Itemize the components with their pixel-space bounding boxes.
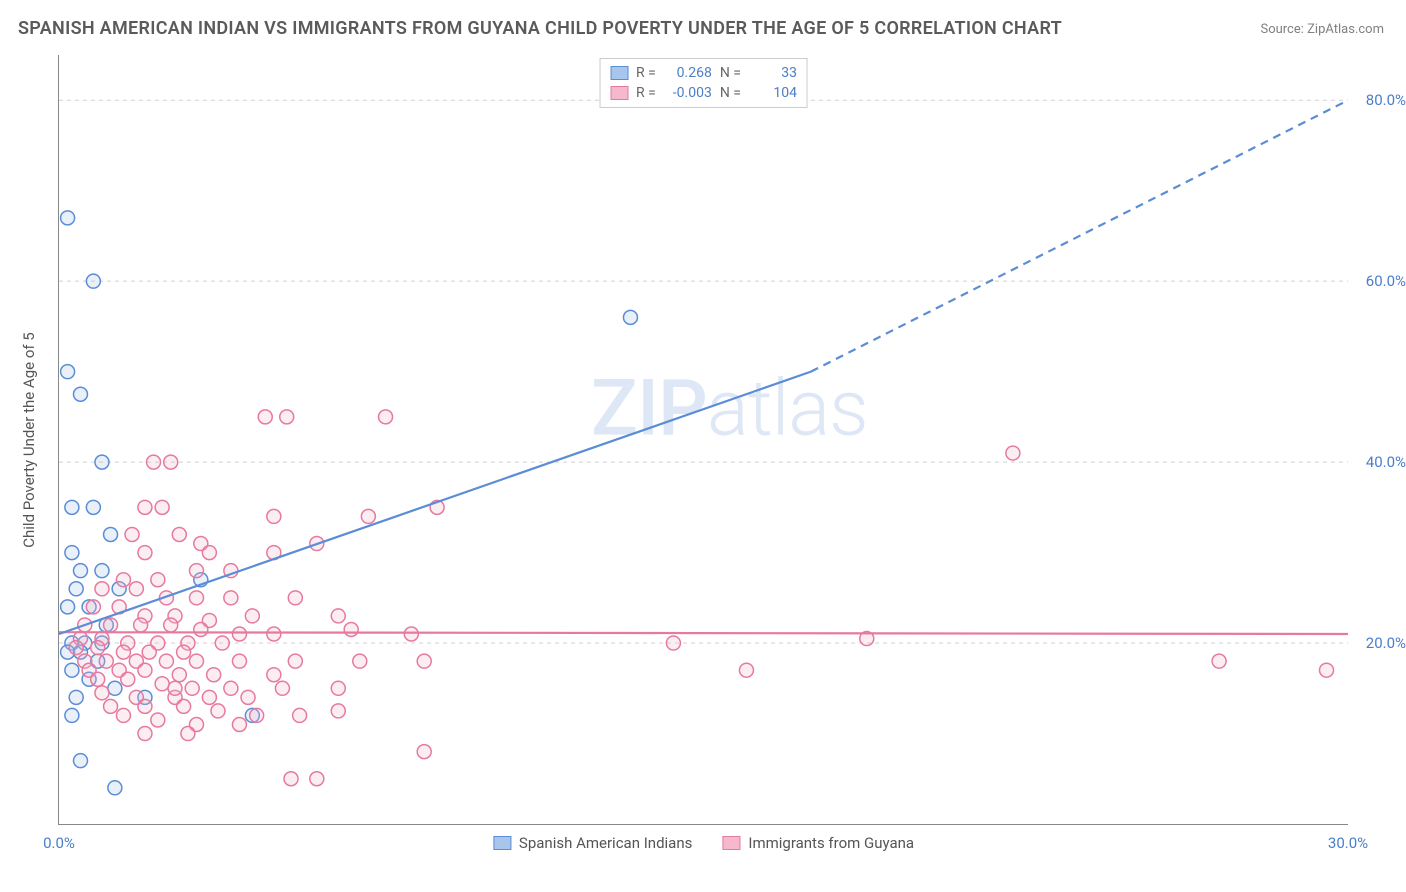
n-label: N = xyxy=(720,85,741,101)
r-label: R = xyxy=(636,85,656,101)
series-legend: Spanish American Indians Immigrants from… xyxy=(493,834,914,852)
y-tick-label: 40.0% xyxy=(1356,453,1406,471)
y-tick-label: 60.0% xyxy=(1356,272,1406,290)
stats-row-2: R = -0.003 N = 104 xyxy=(610,83,797,103)
stats-legend: R = 0.268 N = 33 R = -0.003 N = 104 xyxy=(599,58,808,108)
legend-swatch-pink xyxy=(722,836,740,850)
legend-item-1: Spanish American Indians xyxy=(493,834,692,852)
legend-label-2: Immigrants from Guyana xyxy=(748,834,914,852)
chart-title: SPANISH AMERICAN INDIAN VS IMMIGRANTS FR… xyxy=(18,18,1062,39)
r-value-1: 0.268 xyxy=(664,65,712,81)
legend-swatch-blue xyxy=(493,836,511,850)
r-label: R = xyxy=(636,65,656,81)
source-label: Source: ZipAtlas.com xyxy=(1260,22,1384,37)
y-tick-label: 80.0% xyxy=(1356,91,1406,109)
plot-area: ZIPatlas R = 0.268 N = 33 R = -0.003 N =… xyxy=(58,55,1348,825)
legend-label-1: Spanish American Indians xyxy=(519,834,692,852)
chart-svg xyxy=(59,55,1348,824)
n-label: N = xyxy=(720,65,741,81)
x-tick-label: 30.0% xyxy=(1328,834,1368,852)
swatch-blue xyxy=(610,66,628,80)
r-value-2: -0.003 xyxy=(664,85,712,101)
y-axis-title: Child Poverty Under the Age of 5 xyxy=(20,332,38,548)
n-value-2: 104 xyxy=(749,85,797,101)
swatch-pink xyxy=(610,86,628,100)
n-value-1: 33 xyxy=(749,65,797,81)
y-tick-label: 20.0% xyxy=(1356,634,1406,652)
x-tick-label: 0.0% xyxy=(43,834,75,852)
stats-row-1: R = 0.268 N = 33 xyxy=(610,63,797,83)
chart-container: SPANISH AMERICAN INDIAN VS IMMIGRANTS FR… xyxy=(0,0,1406,892)
legend-item-2: Immigrants from Guyana xyxy=(722,834,914,852)
